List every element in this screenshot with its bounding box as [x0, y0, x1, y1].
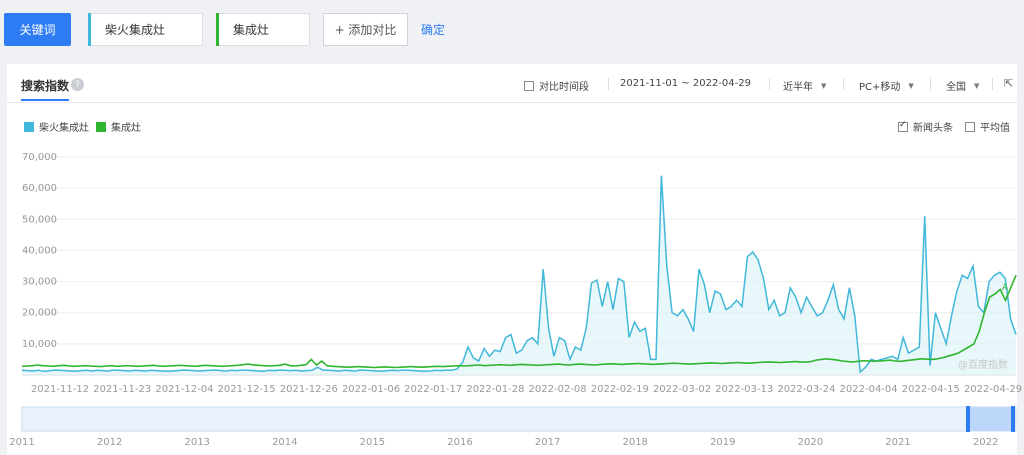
x-tick-label: 2022-01-06: [342, 384, 400, 395]
x-tick-label: 2021-12-04: [155, 384, 213, 395]
legend-item-1[interactable]: 柴火集成灶: [24, 119, 89, 134]
keyword-button[interactable]: 关键词: [4, 13, 71, 46]
region-select[interactable]: 全国 ▼: [946, 78, 980, 94]
x-tick-label: 2022-03-02: [653, 384, 711, 395]
overview-year-label: 2015: [360, 437, 385, 448]
series-line-2: [21, 274, 1017, 369]
separator: [843, 78, 844, 90]
annotation-marker[interactable]: A: [1002, 283, 1009, 293]
external-link-icon[interactable]: ⇱: [1004, 77, 1014, 90]
keyword-chip-1[interactable]: 柴火集成灶: [88, 13, 203, 46]
separator: [930, 78, 931, 90]
overview-year-label: 2018: [622, 437, 647, 448]
news-checkbox[interactable]: [898, 120, 908, 132]
x-tick-label: 2022-01-28: [466, 384, 524, 395]
news-toggle[interactable]: 新闻头条: [898, 119, 953, 134]
separator: [608, 78, 609, 90]
date-range-value: 2021-11-01 ~ 2022-04-29: [620, 78, 751, 89]
date-range-picker[interactable]: 2021-11-01 ~ 2022-04-29: [620, 78, 751, 89]
x-tick-label: 2022-04-29: [964, 384, 1022, 395]
x-tick-label: 2021-12-26: [280, 384, 338, 395]
overview-year-label: 2013: [184, 437, 209, 448]
overview-year-label: 2017: [535, 437, 560, 448]
legend-item-2[interactable]: 集成灶: [96, 119, 141, 134]
y-tick-label: 20,000: [22, 308, 57, 319]
tab-search-index[interactable]: 搜索指数: [21, 79, 70, 93]
compare-period-label: 对比时间段: [539, 82, 589, 93]
x-tick-label: 2022-03-24: [777, 384, 835, 395]
separator: [992, 78, 993, 90]
tab-underline: [21, 99, 69, 101]
chevron-down-icon: ▼: [974, 81, 980, 90]
series-1-area: [22, 175, 1016, 375]
y-tick-label: 10,000: [22, 339, 57, 350]
overview-year-label: 2012: [97, 437, 122, 448]
overview-year-label: 2022: [973, 437, 998, 448]
region-select-value: 全国: [946, 82, 966, 93]
y-tick-label: 30,000: [22, 277, 57, 288]
series-line-1: [21, 175, 1017, 374]
chevron-down-icon: ▼: [821, 81, 827, 90]
legend-swatch-2: [96, 121, 106, 132]
legend-swatch-1: [24, 121, 34, 132]
compare-period-toggle[interactable]: 对比时间段: [524, 78, 589, 93]
device-select-value: PC+移动: [859, 82, 901, 93]
device-select[interactable]: PC+移动 ▼: [859, 78, 914, 94]
average-toggle[interactable]: 平均值: [965, 119, 1010, 134]
y-tick-label: 60,000: [22, 183, 57, 194]
y-tick-label: 70,000: [22, 152, 57, 163]
confirm-link[interactable]: 确定: [421, 23, 446, 37]
overview-track: [21, 406, 1017, 432]
watermark-text: @百度指数: [958, 358, 1008, 371]
keyword-color-bar-1: [88, 13, 91, 46]
x-tick-label: 2022-02-19: [591, 384, 649, 395]
keyword-color-bar-2: [216, 13, 219, 46]
period-select[interactable]: 近半年 ▼: [783, 78, 827, 94]
compare-period-checkbox[interactable]: [524, 80, 534, 91]
search-index-panel: 搜索指数 ? 对比时间段 2021-11-01 ~ 2022-04-29 近半年…: [7, 64, 1017, 455]
x-tick-label: 2022-02-08: [529, 384, 587, 395]
overview-right-handle[interactable]: [1011, 406, 1015, 432]
overview-year-label: 2011: [9, 437, 34, 448]
average-label: 平均值: [980, 123, 1010, 134]
x-tick-label: 2021-11-23: [93, 384, 151, 395]
x-tick-label: 2022-01-17: [404, 384, 462, 395]
keyword-chip-2-label: 集成灶: [233, 23, 270, 37]
y-tick-label: 40,000: [22, 245, 57, 256]
x-tick-label: 2022-03-13: [715, 384, 773, 395]
header-divider: [7, 102, 1017, 103]
x-tick-label: 2022-04-15: [902, 384, 960, 395]
overview-year-label: 2020: [798, 437, 823, 448]
y-tick-label: 50,000: [22, 214, 57, 225]
chevron-down-icon: ▼: [908, 81, 914, 90]
overview-left-handle[interactable]: [966, 406, 970, 432]
add-compare-button[interactable]: + 添加对比: [323, 13, 408, 46]
overview-year-label: 2014: [272, 437, 297, 448]
overview-year-label: 2019: [710, 437, 735, 448]
news-label: 新闻头条: [913, 123, 953, 134]
keyword-toolbar: 关键词 柴火集成灶 集成灶 + 添加对比 确定: [0, 0, 1024, 62]
overview-selection[interactable]: [968, 407, 1013, 431]
overview-year-label: 2021: [885, 437, 910, 448]
help-icon[interactable]: ?: [71, 78, 84, 91]
legend-label-2: 集成灶: [111, 123, 141, 134]
keyword-chip-2[interactable]: 集成灶: [216, 13, 310, 46]
separator: [769, 78, 770, 90]
x-tick-label: 2021-11-12: [31, 384, 89, 395]
keyword-chip-1-label: 柴火集成灶: [105, 23, 166, 37]
x-tick-label: 2021-12-15: [218, 384, 276, 395]
overview-year-label: 2016: [447, 437, 472, 448]
average-checkbox[interactable]: [965, 121, 975, 132]
x-tick-label: 2022-04-04: [840, 384, 898, 395]
legend-label-1: 柴火集成灶: [39, 123, 89, 134]
period-select-value: 近半年: [783, 82, 813, 93]
